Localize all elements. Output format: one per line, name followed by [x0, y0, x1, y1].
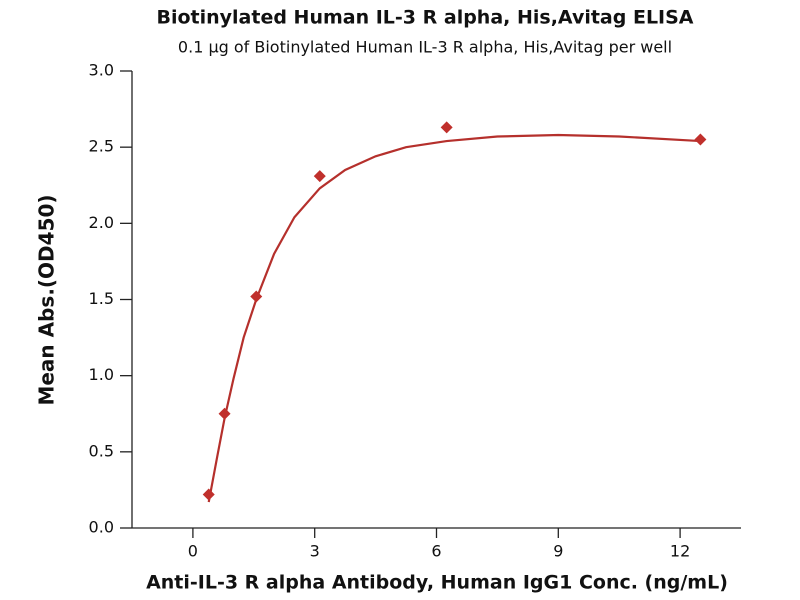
x-tick-label: 3: [310, 542, 320, 561]
data-point: [218, 407, 231, 420]
data-point: [250, 290, 263, 303]
x-axis-label: Anti-IL-3 R alpha Antibody, Human IgG1 C…: [146, 572, 728, 594]
y-tick-label: 1.5: [89, 289, 114, 308]
fit-curve: [207, 133, 701, 503]
chart-subtitle: 0.1 µg of Biotinylated Human IL-3 R alph…: [178, 38, 672, 57]
y-axis-label: Mean Abs.(OD450): [35, 194, 59, 405]
chart-title: Biotinylated Human IL-3 R alpha, His,Avi…: [156, 7, 693, 29]
data-point: [440, 121, 453, 134]
x-tick-label: 6: [431, 542, 441, 561]
y-tick-label: 2.0: [89, 213, 114, 232]
x-tick-label: 9: [553, 542, 563, 561]
data-point: [694, 133, 707, 146]
y-tick-label: 0.0: [89, 518, 114, 537]
y-tick-label: 3.0: [89, 61, 114, 80]
y-tick-label: 0.5: [89, 441, 114, 460]
x-tick-label: 12: [670, 542, 690, 561]
y-tick-label: 2.5: [89, 137, 114, 156]
data-point: [313, 170, 326, 183]
x-tick-label: 0: [188, 542, 198, 561]
data-point: [202, 488, 215, 501]
y-tick-label: 1.0: [89, 365, 114, 384]
